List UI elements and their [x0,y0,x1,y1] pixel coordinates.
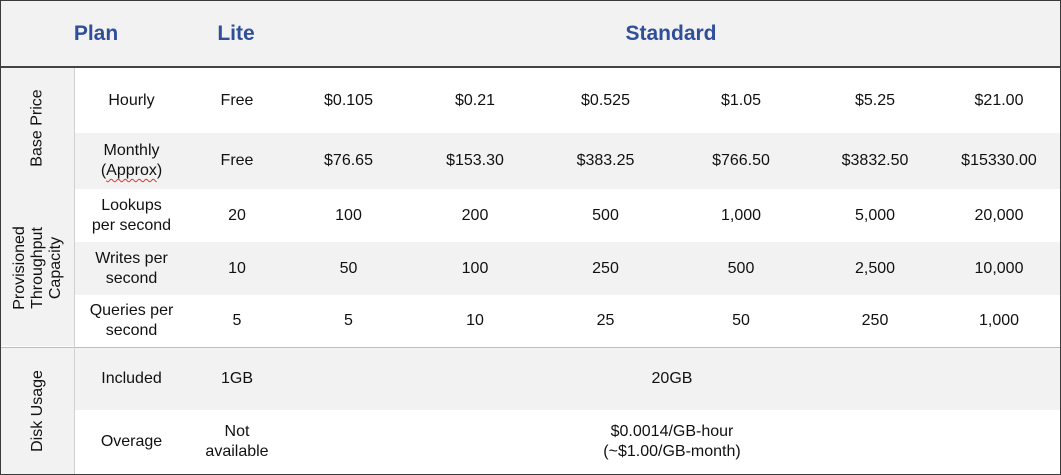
row-label-overage: Overage [100,433,163,450]
cell-lookups-std: 100 [335,206,362,224]
cell-hourly-std: $0.525 [581,91,630,109]
cell-lookups-std: 500 [592,206,619,224]
section-divider [1,347,1060,348]
cell-lookups-std: 200 [461,206,489,224]
group-column-disk [1,348,74,474]
row-band-included [75,348,1060,410]
cell-queries-std: 1,000 [978,312,1020,329]
group-throughput: Provisioned Throughput Capacity [1,189,74,347]
row-label-hourly: Hourly [108,91,155,109]
paren-open: ( [100,162,107,179]
row-label-queries: Queries per second [89,302,174,339]
cell-included-lite: 1GB [220,370,253,387]
cell-lookups-std: 5,000 [854,206,896,224]
header-standard: Standard [625,21,717,45]
spell-flagged-word: Approx [106,162,157,179]
group-disk-usage-label: Disk Usage [28,370,46,452]
cell-lookups-std: 1,000 [720,206,762,224]
row-label-monthly: Monthly (Approx) [75,133,188,189]
cell-hourly-std: $0.21 [454,91,496,109]
cell-queries-std: 50 [732,312,750,329]
cell-writes-std: 10,000 [974,259,1024,277]
cell-lookups-std: 20,000 [974,206,1024,224]
row-label-monthly-line1: Monthly [103,142,160,159]
table-header: Plan Lite Standard [1,1,1060,68]
row-label-included: Included [101,370,162,387]
cell-hourly-std: $1.05 [720,91,762,109]
cell-queries-std: 250 [861,312,889,329]
cell-monthly-std: $383.25 [576,152,635,169]
cell-monthly-std: $15330.00 [961,152,1037,169]
cell-writes-std: 250 [592,259,619,277]
group-base-price: Base Price [1,68,74,188]
row-label-monthly-line2: (Approx) [101,161,162,181]
group-base-price-label: Base Price [28,89,46,167]
group-disk-usage: Disk Usage [1,348,74,474]
header-lite: Lite [217,21,255,45]
row-band-monthly [75,133,1060,189]
group-throughput-label: Provisioned Throughput Capacity [10,226,64,310]
header-plan: Plan [73,21,119,45]
cell-queries-std: 5 [344,312,353,329]
cell-monthly-std: $766.50 [712,152,770,169]
cell-overage-lite: Not available [205,423,269,460]
paren-close: ) [156,162,163,179]
cell-monthly-std: $76.65 [324,152,373,169]
cell-queries-lite: 5 [232,312,242,329]
cell-writes-std: 50 [339,259,358,277]
cell-monthly-std: $153.30 [446,152,504,169]
cell-writes-std: 2,500 [854,259,896,277]
cell-monthly-lite: Free [220,152,254,169]
cell-lookups-lite: 20 [228,206,246,224]
row-label-lookups: Lookups per second [91,196,172,234]
cell-hourly-std: $21.00 [974,91,1024,109]
cell-queries-std: 10 [466,312,484,329]
group-column-top [1,68,74,346]
cell-overage-std: $0.0014/GB-hour (~$1.00/GB-month) [603,423,741,460]
cell-included-std: 20GB [651,370,693,387]
cell-hourly-std: $0.105 [324,91,373,109]
group-separator [74,68,75,474]
cell-hourly-std: $5.25 [854,91,896,109]
cell-writes-std: 100 [461,259,489,277]
cell-writes-std: 500 [727,259,755,277]
cell-monthly-std: $3832.50 [841,152,909,169]
cell-queries-std: 25 [596,312,615,329]
row-band-writes [75,242,1060,295]
cell-writes-lite: 10 [228,259,246,277]
cell-hourly-lite: Free [220,91,254,109]
row-label-writes: Writes per second [95,249,168,287]
